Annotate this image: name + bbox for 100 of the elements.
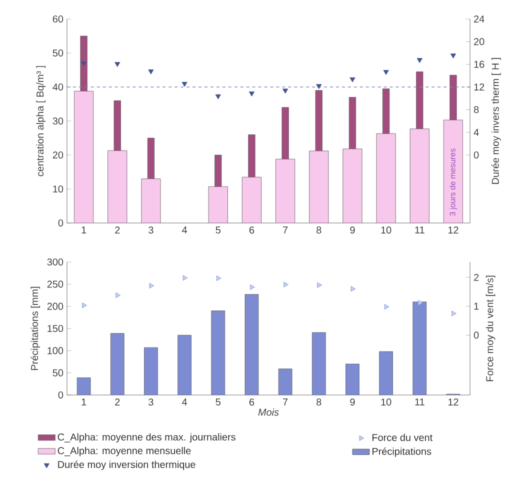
bar (376, 133, 396, 223)
point (383, 70, 389, 75)
x-tick-label: 9 (350, 226, 355, 234)
point (80, 61, 87, 66)
point (182, 82, 188, 87)
bar (242, 176, 262, 223)
x-axis-title: Mois (258, 408, 279, 416)
point (452, 310, 456, 316)
y-tick-label: 200 (47, 302, 64, 310)
bar (278, 368, 292, 395)
y2-tick-label: 1 (474, 302, 479, 310)
bar (211, 310, 226, 395)
y-tick-label: 50 (52, 49, 64, 57)
bar (309, 150, 329, 223)
point (250, 284, 255, 290)
x-tick-label: 2 (115, 226, 120, 234)
point (82, 302, 87, 308)
x-tick-label: 9 (350, 398, 355, 406)
x-tick-label: 4 (182, 398, 188, 406)
legend-label: Force du vent (372, 434, 433, 442)
x-tick-label: 10 (381, 398, 392, 406)
point (148, 69, 154, 74)
x-tick-label: 10 (381, 226, 392, 234)
x-tick-label: 12 (448, 226, 458, 234)
x-tick-label: 12 (448, 398, 458, 406)
x-tick-label: 1 (82, 398, 86, 406)
x-tick-label: 8 (316, 226, 322, 234)
bar (276, 158, 296, 223)
point (248, 92, 255, 96)
y2-tick-label: 8 (474, 106, 479, 114)
bar (312, 332, 326, 395)
x-tick-label: 6 (249, 226, 254, 234)
y2-tick-label: 2 (474, 274, 479, 281)
bar (412, 302, 427, 395)
point (316, 84, 322, 90)
bar (108, 150, 128, 223)
y-tick-label: 50 (52, 369, 64, 376)
point (114, 62, 120, 67)
y-tick-label: 250 (47, 280, 64, 288)
point (116, 292, 121, 298)
point (317, 282, 322, 288)
y2-tick-label: 20 (474, 38, 484, 46)
legend-label: C_Alpha: moyenne des max. journaliers (58, 433, 236, 442)
point (450, 54, 456, 58)
y-tick-label: 10 (53, 185, 64, 193)
bar (244, 294, 259, 395)
point (284, 282, 288, 288)
point (215, 94, 221, 100)
bar (208, 186, 228, 223)
x-tick-label: 6 (249, 398, 254, 406)
x-tick-label: 5 (216, 398, 220, 406)
y-tick-label: 60 (52, 15, 64, 23)
y2-tick-label: 0 (474, 151, 479, 159)
y2-axis-title: Durée moy invers therm [ H ] (491, 58, 501, 184)
point (350, 286, 356, 292)
y2-axis-title: Force moy du vent [m/s] (486, 276, 496, 382)
point (350, 77, 356, 82)
x-tick-label: 11 (415, 226, 424, 234)
y-tick-label: 0 (58, 219, 64, 227)
bar (410, 128, 430, 223)
y2-tick-label: 12 (474, 84, 484, 90)
point (384, 304, 390, 310)
x-tick-label: 7 (283, 226, 288, 234)
y-tick-label: 40 (52, 83, 64, 91)
y2-tick-label: 16 (474, 60, 484, 68)
x-tick-label: 3 (148, 398, 154, 406)
y2-tick-label: 24 (474, 16, 484, 22)
point (182, 275, 188, 281)
bar (178, 334, 192, 395)
y-tick-label: 30 (52, 117, 64, 125)
x-tick-label: 1 (82, 226, 86, 234)
x-tick-label: 4 (182, 226, 188, 234)
bar (74, 90, 94, 223)
bar (346, 364, 360, 395)
legend-label: Précipitations (372, 447, 432, 457)
y-axis-title: centration alpha [ Bq/m³ ] (36, 66, 46, 176)
x-tick-label: 8 (316, 398, 322, 406)
point (282, 88, 288, 94)
x-tick-label: 7 (283, 398, 288, 406)
legend-label: C_Alpha: moyenne mensuelle (58, 446, 191, 456)
bar (379, 351, 393, 395)
y-axis-title: Précipitations [mm] (30, 286, 40, 370)
point (216, 275, 222, 281)
bar (110, 333, 124, 395)
y-tick-label: 300 (47, 258, 64, 266)
bar (443, 120, 463, 223)
bar (141, 178, 161, 223)
y2-tick-label: 4 (474, 128, 479, 136)
y-tick-label: 20 (52, 151, 64, 159)
x-tick-label: 5 (216, 226, 220, 234)
y-tick-label: 100 (48, 347, 64, 354)
bar (144, 347, 158, 395)
x-tick-label: 11 (415, 398, 424, 406)
point (418, 300, 423, 306)
legend-label: Durée moy inversion thermique (58, 460, 196, 470)
y2-tick-label: 0 (474, 332, 479, 339)
point (149, 282, 154, 289)
x-tick-label: 3 (148, 226, 154, 234)
bar (342, 148, 362, 223)
point (416, 58, 422, 63)
